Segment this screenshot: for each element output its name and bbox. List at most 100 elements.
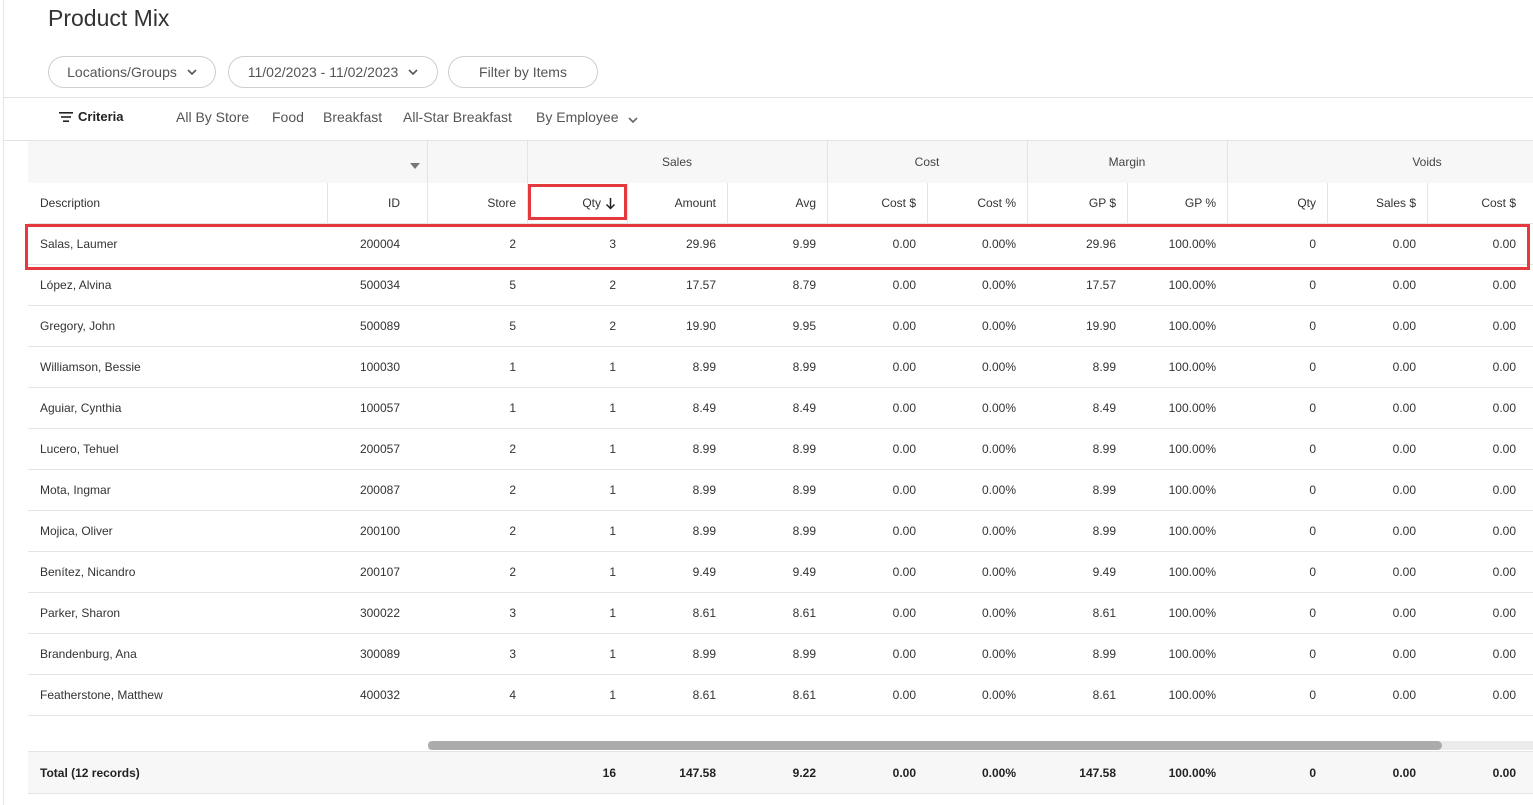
criteria-label: Criteria: [78, 109, 124, 124]
cell-gp-dollars: 8.99: [1092, 647, 1116, 661]
cell-amount: 19.90: [685, 319, 716, 333]
cell-amount: 8.61: [692, 688, 716, 702]
arrow-down-icon: [605, 197, 616, 210]
cell-amount: 8.99: [692, 483, 716, 497]
cell-avg: 9.99: [792, 237, 816, 251]
table-row[interactable]: Aguiar, Cynthia 100057 1 1 8.49 8.49 0.00 0.00%…: [28, 388, 1533, 429]
cell-description: López, Alvina: [40, 278, 112, 292]
cell-amount: 8.99: [692, 647, 716, 661]
cell-gp-dollars: 8.49: [1092, 401, 1116, 415]
cell-cost-percent: 0.00%: [981, 524, 1016, 538]
cell-store: 5: [509, 319, 516, 333]
cell-voids-qty: 0: [1309, 278, 1316, 292]
cell-store: 2: [509, 524, 516, 538]
cell-voids-sales: 0.00: [1392, 524, 1416, 538]
total-cell-gp-percent: 100.00%: [1168, 765, 1216, 780]
tab-by-employee-label: By Employee: [536, 109, 619, 125]
total-cell-qty: 16: [602, 765, 616, 780]
header-cost-percent[interactable]: Cost %: [977, 196, 1016, 210]
cell-description: Mojica, Oliver: [40, 524, 113, 538]
cell-voids-sales: 0.00: [1392, 442, 1416, 456]
tab-food[interactable]: Food: [272, 109, 304, 125]
table-row[interactable]: Lucero, Tehuel 200057 2 1 8.99 8.99 0.00 0.00% 8…: [28, 429, 1533, 470]
header-voids-sales[interactable]: Sales $: [1375, 196, 1416, 210]
cell-cost-dollars: 0.00: [892, 647, 916, 661]
total-row: Total (12 records) 16 147.58 9.22 0.00 0.00% 1…: [28, 751, 1533, 794]
table-row[interactable]: Salas, Laumer 200004 2 3 29.96 9.99 0.00 0.00% 2…: [28, 224, 1533, 265]
tab-breakfast[interactable]: Breakfast: [323, 109, 383, 125]
table-row[interactable]: Mota, Ingmar 200087 2 1 8.99 8.99 0.00 0.00% 8.9…: [28, 470, 1533, 511]
tab-all-star-breakfast[interactable]: All-Star Breakfast: [403, 109, 512, 125]
cell-description: Benítez, Nicandro: [40, 565, 136, 579]
header-avg[interactable]: Avg: [795, 196, 816, 210]
cell-voids-sales: 0.00: [1392, 606, 1416, 620]
cell-gp-dollars: 8.99: [1092, 524, 1116, 538]
tab-by-employee[interactable]: By Employee: [536, 109, 638, 126]
table-row[interactable]: Benítez, Nicandro 200107 2 1 9.49 9.49 0.00 0.0…: [28, 552, 1533, 593]
table-row[interactable]: Mojica, Oliver 200100 2 1 8.99 8.99 0.00 0.00% 8…: [28, 511, 1533, 552]
header-voids-cost[interactable]: Cost $: [1481, 196, 1516, 210]
cell-cost-dollars: 0.00: [892, 606, 916, 620]
cell-voids-cost: 0.00: [1492, 401, 1516, 415]
table-row[interactable]: Williamson, Bessie 100030 1 1 8.99 8.99 0.00 0.…: [28, 347, 1533, 388]
cell-amount: 8.99: [692, 524, 716, 538]
cell-avg: 8.49: [792, 401, 816, 415]
cell-gp-dollars: 8.61: [1092, 606, 1116, 620]
cell-amount: 8.99: [692, 360, 716, 374]
date-range-label: 11/02/2023 - 11/02/2023: [247, 64, 399, 80]
cell-voids-cost: 0.00: [1492, 442, 1516, 456]
divider: [3, 97, 1533, 98]
criteria-button[interactable]: Criteria: [58, 109, 124, 124]
cell-avg: 8.99: [792, 442, 816, 456]
cell-store: 3: [509, 606, 516, 620]
cell-gp-dollars: 19.90: [1085, 319, 1116, 333]
cell-gp-dollars: 29.96: [1085, 237, 1116, 251]
cell-store: 1: [509, 360, 516, 374]
cell-description: Salas, Laumer: [40, 237, 118, 251]
header-gp-percent[interactable]: GP %: [1184, 196, 1216, 210]
table-row[interactable]: Parker, Sharon 300022 3 1 8.61 8.61 0.00 0.00% 8…: [28, 593, 1533, 634]
cell-voids-cost: 0.00: [1492, 647, 1516, 661]
cell-id: 200004: [359, 237, 400, 251]
cell-cost-percent: 0.00%: [981, 688, 1016, 702]
column-menu-icon[interactable]: [410, 158, 420, 172]
cell-gp-percent: 100.00%: [1168, 319, 1216, 333]
cell-store: 2: [509, 483, 516, 497]
header-description[interactable]: Description: [40, 196, 101, 210]
cell-cost-dollars: 0.00: [892, 442, 916, 456]
total-cell-description: Total (12 records): [40, 765, 140, 780]
cell-voids-cost: 0.00: [1492, 565, 1516, 579]
page-left-border: [3, 0, 4, 805]
cell-description: Aguiar, Cynthia: [40, 401, 122, 415]
cell-avg: 8.79: [792, 278, 816, 292]
header-cost-dollars[interactable]: Cost $: [881, 196, 916, 210]
cell-qty: 1: [609, 360, 616, 374]
locations-groups-dropdown[interactable]: Locations/Groups: [48, 56, 216, 88]
date-range-dropdown[interactable]: 11/02/2023 - 11/02/2023: [228, 56, 438, 88]
cell-gp-dollars: 8.99: [1092, 360, 1116, 374]
header-amount[interactable]: Amount: [674, 196, 716, 210]
table-row[interactable]: Featherstone, Matthew 400032 4 1 8.61 8.61 0.0…: [28, 675, 1533, 716]
cell-cost-percent: 0.00%: [981, 401, 1016, 415]
horizontal-scrollbar-thumb[interactable]: [428, 741, 1442, 750]
header-voids-qty[interactable]: Qty: [1297, 196, 1316, 210]
cell-gp-percent: 100.00%: [1168, 401, 1216, 415]
cell-gp-percent: 100.00%: [1168, 442, 1216, 456]
cell-description: Parker, Sharon: [40, 606, 121, 620]
header-store[interactable]: Store: [487, 196, 516, 210]
table-row[interactable]: Brandenburg, Ana 300089 3 1 8.99 8.99 0.00 0.00…: [28, 634, 1533, 675]
header-sales-qty[interactable]: Qty: [528, 183, 628, 223]
cell-qty: 1: [609, 442, 616, 456]
filter-by-items-button[interactable]: Filter by Items: [448, 56, 598, 88]
cell-voids-cost: 0.00: [1492, 319, 1516, 333]
header-gp-dollars[interactable]: GP $: [1088, 196, 1116, 210]
table-row[interactable]: López, Alvina 500034 5 2 17.57 8.79 0.00 0.00% 1…: [28, 265, 1533, 306]
tab-all-by-store[interactable]: All By Store: [176, 109, 250, 125]
cell-amount: 8.49: [692, 401, 716, 415]
cell-voids-cost: 0.00: [1492, 360, 1516, 374]
header-id[interactable]: ID: [388, 196, 400, 210]
cell-id: 300022: [359, 606, 400, 620]
table-row[interactable]: Gregory, John 500089 5 2 19.90 9.95 0.00 0.00% 1…: [28, 306, 1533, 347]
cell-cost-percent: 0.00%: [981, 606, 1016, 620]
page-title: Product Mix: [48, 5, 170, 31]
